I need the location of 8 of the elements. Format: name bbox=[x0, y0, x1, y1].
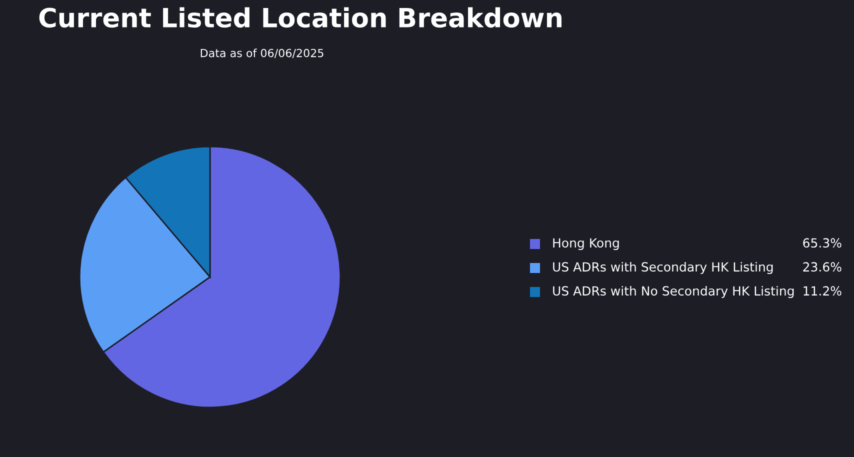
chart-subtitle: Data as of 06/06/2025 bbox=[200, 48, 324, 58]
legend-label: Hong Kong bbox=[553, 238, 619, 250]
data-label: 23.6% bbox=[803, 262, 842, 272]
chart-title: Current Listed Location Breakdown bbox=[39, 7, 562, 28]
data-label: 11.2% bbox=[804, 286, 842, 296]
legend-label: US ADRs with No Secondary HK Listing bbox=[553, 286, 794, 298]
data-label: 65.3% bbox=[803, 238, 842, 248]
legend-label: US ADRs with Secondary HK Listing bbox=[553, 262, 773, 274]
